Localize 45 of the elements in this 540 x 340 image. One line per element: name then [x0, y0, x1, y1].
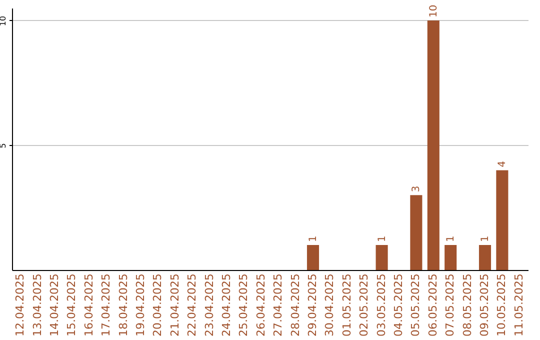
bar: [478, 245, 492, 270]
bar: [306, 245, 320, 270]
x-tick-label: 24.04.2025: [220, 274, 233, 336]
x-tick-label: 17.04.2025: [100, 274, 113, 336]
x-tick-label: 05.05.2025: [409, 274, 422, 336]
x-tick-label: 30.04.2025: [323, 274, 336, 336]
x-tick-label: 08.05.2025: [460, 274, 474, 336]
y-tick-label: 5: [0, 143, 8, 148]
x-tick-label: 23.04.2025: [202, 274, 216, 336]
x-tick-label: 27.04.2025: [272, 274, 285, 336]
data-label: 1: [446, 236, 457, 242]
x-tick-label: 25.04.2025: [237, 274, 250, 336]
x-tick-label: 02.05.2025: [358, 274, 371, 336]
x-tick-label: 26.04.2025: [254, 274, 268, 336]
x-tick-label: 06.05.2025: [426, 274, 440, 336]
x-tick-label: 22.04.2025: [186, 274, 199, 336]
data-label: 1: [480, 236, 491, 242]
x-tick-label: 12.04.2025: [14, 274, 27, 336]
x-tick-label: 09.05.2025: [478, 274, 491, 336]
x-tick-label: 04.05.2025: [392, 274, 405, 336]
bar: [427, 20, 440, 270]
x-tick-label: 07.05.2025: [444, 274, 457, 336]
x-tick-label: 16.04.2025: [82, 274, 96, 336]
data-label: 10: [428, 4, 440, 18]
x-tick-label: 20.04.2025: [151, 274, 164, 336]
data-label: 4: [497, 160, 508, 168]
bar: [444, 245, 457, 270]
x-tick-label: 11.05.2025: [512, 274, 526, 336]
x-tick-label: 19.04.2025: [134, 274, 147, 336]
x-tick-label: 21.04.2025: [168, 274, 182, 336]
data-label: 1: [376, 236, 388, 242]
data-label: 3: [411, 186, 422, 192]
x-tick-label: 15.04.2025: [65, 274, 78, 336]
data-label: 1: [308, 236, 319, 242]
x-tick-label: 29.04.2025: [306, 274, 319, 336]
x-tick-label: 13.04.2025: [30, 274, 44, 336]
bar: [376, 245, 388, 270]
x-tick-label: 14.04.2025: [48, 274, 61, 336]
bar: [496, 170, 508, 270]
x-tick-label: 28.04.2025: [288, 274, 302, 336]
bar: [410, 195, 422, 270]
x-tick-label: 01.05.2025: [340, 274, 354, 336]
x-tick-label: 18.04.2025: [116, 274, 130, 336]
x-tick-label: 10.05.2025: [495, 274, 508, 336]
x-tick-label: 03.05.2025: [374, 274, 388, 336]
